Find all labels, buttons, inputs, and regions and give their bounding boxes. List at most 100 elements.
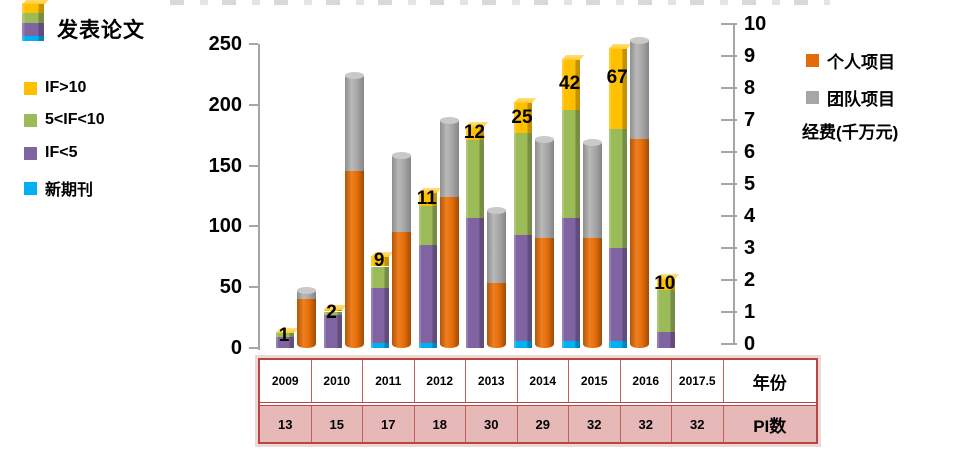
papers-bar-segment-if-lt-5 [276,337,294,348]
funding-bar-team [297,289,316,300]
right-axis-tick [721,23,737,25]
left-axis-tick [249,103,258,106]
funding-legend-label: 个人项目 [827,53,895,72]
funding-bar-personal [487,283,507,348]
right-axis-tick-label: 3 [744,237,756,259]
funding-bar-personal [297,299,316,348]
right-axis-tick-label: 2 [744,269,756,291]
year-header-cell: 年份 [752,373,787,393]
right-axis-tick [721,87,737,89]
year-cell: 2016 [621,360,672,402]
right-axis-tick [721,55,737,57]
papers-bar-segment-if-5-10 [609,129,628,249]
data-label-if-gt-10: 42 [559,73,581,95]
funding-legend-item-team-project: 团队项目 [806,85,895,110]
funding-bar-personal [392,232,412,348]
pi-cell: 29 [518,406,569,442]
papers-legend-item-if-5-10: 5<IF<10 [24,111,105,129]
funding-bar-team [439,120,459,197]
papers-bar-segment-if-lt-5 [418,244,437,344]
stacked-bar-icon-segment [22,23,44,36]
stacked-bar-icon-segment [22,36,44,41]
papers-bar-segment-if-5-10 [466,140,485,218]
stacked-bar-icon-segment [22,3,44,13]
right-axis-tick-label: 0 [744,333,756,355]
year-cell: 2015 [569,360,621,402]
papers-legend-label: IF>10 [45,79,87,96]
papers-bar-segment-if-gt-10 [514,102,532,133]
papers-bar-segment-if-gt-10 [561,58,580,110]
left-axis-line [258,44,260,350]
stacked-bar-icon-segment [22,13,44,23]
funding-bar-top-cap [582,139,602,147]
papers-bar-segment-new-journal [418,343,437,348]
data-label-if-gt-10: 9 [373,250,385,272]
right-axis-tick-label: 5 [744,173,756,195]
pi-cell: 17 [363,406,415,442]
funding-bar-personal [535,238,554,348]
funding-bar-personal [630,139,650,348]
left-axis-tick-label: 50 [219,276,242,299]
cropped-title-remnant [170,0,830,5]
papers-bar-segment-new-journal [514,340,532,348]
papers-bar-segment-if-5-10 [371,266,390,289]
papers-legend-item-if-gt-10: IF>10 [24,79,86,97]
pi-cell: 30 [466,406,518,442]
right-axis-tick [721,183,737,185]
data-label-if-gt-10: 1 [278,325,290,347]
right-axis-tick [721,343,737,345]
papers-bar-segment-if-lt-5 [371,288,390,344]
papers-legend-title: 发表论文 [57,19,145,42]
year-cell: 2017.5 [672,360,724,402]
papers-bar-segment-new-journal [609,340,628,348]
data-label-if-gt-10: 11 [416,188,437,209]
pi-cell: 15 [312,406,363,442]
left-axis-tick [249,225,258,228]
funding-bar-team [392,155,412,232]
left-axis-tick [249,43,258,45]
left-axis-tick [249,164,258,167]
right-axis-tick-label: 1 [744,301,756,323]
papers-bar-cap [609,43,632,49]
data-label-if-gt-10: 12 [463,121,485,143]
personal-project-swatch-icon [806,54,819,67]
papers-bar-cap [561,54,584,60]
left-axis-tick-label: 250 [208,33,242,55]
if-lt-5-swatch-icon [24,146,37,160]
right-axis-tick [721,311,737,313]
left-axis-tick-label: 150 [208,154,242,177]
papers-legend-label: 5<IF<10 [45,111,105,128]
papers-legend-item-new-journal: 新期刊 [24,176,93,200]
pi-header-cell: PI数 [753,416,787,436]
left-axis-tick-label: 200 [208,93,242,116]
funding-legend-item-personal-project: 个人项目 [806,48,895,73]
if-5-10-swatch-icon [24,113,37,127]
papers-legend-label: IF<5 [45,144,78,161]
left-axis-tick-label: 100 [208,215,242,238]
papers-bar-segment-if-5-10 [276,333,294,337]
funding-bar-team [487,209,507,284]
pi-cell: 32 [569,406,621,442]
stacked-bar-icon [22,0,50,41]
funding-bar-top-cap [630,37,650,44]
papers-bar-segment-if-gt-10 [323,309,342,312]
year-cell: 2013 [466,360,518,402]
papers-bar-segment-if-lt-5 [609,248,628,341]
papers-bar-cap [513,98,537,104]
papers-legend-item-if-lt-5: IF<5 [24,144,77,162]
papers-bar-segment-if-5-10 [418,205,437,245]
left-axis-tick-label: 0 [230,337,242,359]
papers-bar-segment-if-lt-5 [514,234,532,341]
team-project-swatch-icon [806,91,819,104]
right-axis-tick [721,247,737,249]
year-cell: 2014 [518,360,569,402]
data-label-if-gt-10: 2 [326,302,337,324]
papers-bar-segment-if-gt-10 [609,47,628,130]
funding-bar-top-cap [487,206,507,214]
left-axis-tick [249,286,258,289]
papers-bar-segment-if-lt-5 [656,332,675,348]
right-axis-tick [721,215,737,217]
papers-bar-segment-if-lt-5 [466,217,485,348]
papers-bar-segment-if-lt-5 [323,315,342,348]
